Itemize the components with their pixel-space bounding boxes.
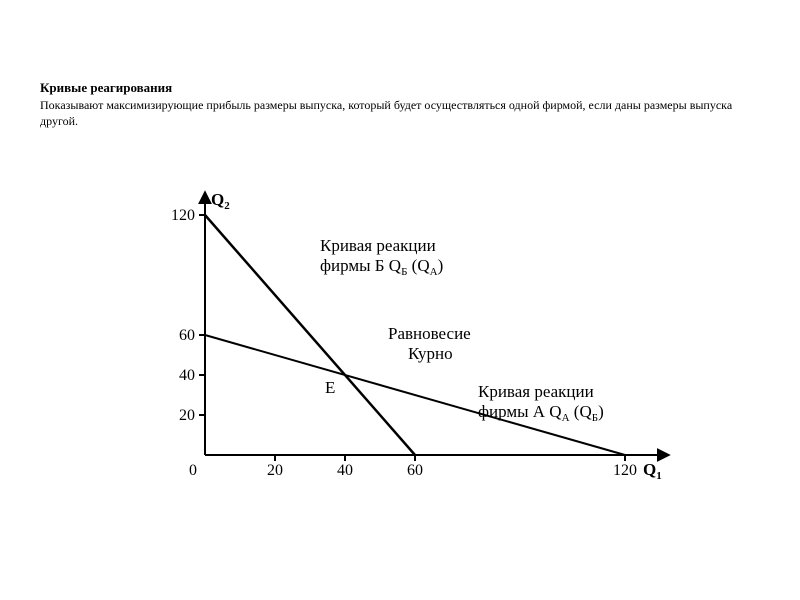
label-cournot-l1: Равновесие: [388, 324, 471, 343]
page-title: Кривые реагирования: [40, 80, 760, 96]
x-tick-label: 40: [337, 462, 353, 479]
label-firm-b-l2: фирмы Б QБ (QА): [320, 256, 443, 278]
page-subtitle: Показывают максимизирующие прибыль разме…: [40, 98, 760, 129]
y-axis-title: Q2: [211, 190, 230, 212]
header-block: Кривые реагирования Показывают максимизи…: [40, 80, 760, 129]
x-tick-label: 0: [189, 462, 197, 479]
equilibrium-point-label: E: [325, 378, 335, 397]
x-tick-label: 60: [407, 462, 423, 479]
y-tick-label: 40: [179, 367, 195, 384]
label-firm-b-l1: Кривая реакции: [320, 236, 436, 255]
x-tick-label: 120: [613, 462, 637, 479]
label-cournot-l2: Курно: [408, 344, 453, 363]
y-tick-label: 20: [179, 407, 195, 424]
x-tick-label: 20: [267, 462, 283, 479]
y-tick-label: 120: [171, 207, 195, 224]
label-firm-a-l1: Кривая реакции: [478, 382, 594, 401]
y-tick-label: 60: [179, 327, 195, 344]
x-axis-title: Q1: [643, 460, 662, 482]
reaction-curves-chart: Q2Q12040601200204060120EКривая реакциифи…: [150, 185, 680, 485]
page: Кривые реагирования Показывают максимизи…: [0, 0, 800, 600]
label-firm-a-l2: фирмы А QА (QБ): [478, 402, 604, 424]
